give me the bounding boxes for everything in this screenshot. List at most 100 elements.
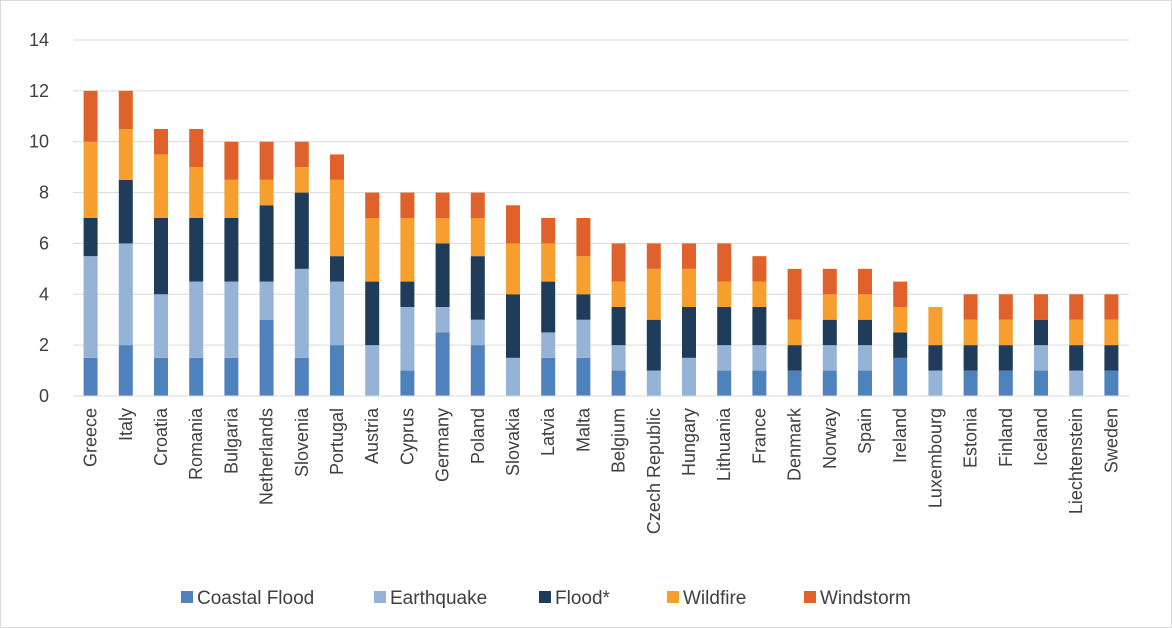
bar-segment: [1104, 345, 1119, 371]
y-tick-label: 14: [29, 30, 49, 50]
bar-segment: [858, 319, 872, 346]
bar-segment: [330, 345, 344, 396]
bar-segment: [822, 345, 837, 371]
bar-segment: [717, 243, 732, 282]
bars: [83, 90, 1119, 396]
bar-segment: [611, 307, 626, 346]
x-tick-label: Latvia: [538, 407, 558, 456]
bar-segment: [400, 307, 415, 371]
legend-label: Windstorm: [820, 588, 911, 609]
bar-segment: [541, 357, 556, 396]
legend-swatch: [667, 591, 679, 603]
bar-segment: [154, 218, 168, 295]
x-tick-label: Greece: [81, 408, 101, 467]
y-tick-label: 2: [39, 335, 49, 355]
bar-segment: [189, 218, 204, 282]
bar-segment: [470, 192, 485, 218]
bar-segment: [1069, 294, 1084, 320]
bar-segment: [752, 256, 767, 282]
bar-segment: [963, 370, 978, 396]
bar-segment: [1069, 345, 1084, 371]
bar-segment: [400, 281, 415, 307]
bar-segment: [646, 319, 661, 371]
bar-segment: [576, 256, 591, 295]
bar-segment: [435, 243, 450, 307]
bar-segment: [118, 129, 133, 180]
bar-segment: [330, 179, 344, 257]
bar-segment: [1104, 370, 1119, 396]
bar-segment: [611, 281, 626, 307]
bar-segment: [1034, 345, 1048, 371]
bar-segment: [928, 370, 943, 396]
bar-segment: [365, 281, 380, 346]
legend-swatch: [804, 591, 816, 603]
x-tick-label: France: [749, 408, 769, 464]
bar-segment: [1034, 294, 1048, 320]
bar-segment: [154, 294, 168, 358]
x-tick-label: Iceland: [1031, 408, 1051, 466]
bar-segment: [506, 243, 520, 295]
x-tick-label: Malta: [573, 407, 593, 452]
x-tick-label: Norway: [820, 408, 840, 469]
y-tick-label: 12: [29, 81, 49, 101]
bar-segment: [646, 243, 661, 269]
bar-segment: [435, 307, 450, 333]
bar-segment: [858, 345, 872, 371]
bar-segment: [259, 179, 274, 206]
legend-swatch: [374, 591, 386, 603]
bar-segment: [963, 319, 978, 346]
bar-segment: [294, 167, 309, 193]
x-tick-label: Slovakia: [503, 407, 523, 476]
y-tick-label: 10: [29, 132, 49, 152]
x-tick-label: Sweden: [1101, 408, 1121, 473]
bar-segment: [787, 370, 802, 396]
bar-segment: [365, 192, 380, 218]
bar-segment: [717, 307, 732, 346]
bar-segment: [998, 370, 1013, 396]
bar-segment: [822, 370, 837, 396]
bar-segment: [822, 319, 837, 346]
bar-segment: [1034, 370, 1048, 396]
bar-segment: [83, 357, 98, 396]
x-tick-label: Liechtenstein: [1066, 408, 1086, 514]
bar-segment: [717, 345, 732, 371]
legend-label: Earthquake: [390, 588, 487, 609]
bar-segment: [682, 243, 696, 269]
bar-segment: [752, 307, 767, 346]
bar-segment: [682, 357, 696, 396]
bar-segment: [682, 307, 696, 358]
bar-segment: [928, 307, 943, 346]
bar-segment: [470, 218, 485, 257]
bar-segment: [998, 345, 1013, 371]
bar-segment: [646, 370, 661, 396]
x-tick-label: Poland: [468, 408, 488, 464]
bar-segment: [928, 345, 943, 371]
bar-segment: [858, 370, 872, 396]
bar-segment: [365, 345, 380, 396]
bar-segment: [893, 332, 908, 358]
gridlines: [73, 39, 1129, 346]
bar-segment: [822, 294, 837, 320]
bar-segment: [646, 268, 661, 320]
bar-segment: [294, 357, 309, 396]
x-tick-label: Austria: [362, 407, 382, 464]
bar-segment: [998, 294, 1013, 320]
x-tick-label: Belgium: [609, 408, 629, 473]
bar-segment: [541, 218, 556, 244]
bar-segment: [752, 281, 767, 307]
bar-segment: [259, 141, 274, 180]
x-tick-label: Czech Republic: [644, 408, 664, 534]
y-axis-ticks: 0 2 4 6 8 10 12 14: [29, 30, 49, 406]
legend-label: Flood*: [555, 588, 611, 609]
bar-segment: [118, 90, 133, 129]
bar-segment: [435, 218, 450, 244]
x-tick-label: Slovenia: [292, 407, 312, 477]
bar-segment: [752, 370, 767, 396]
x-tick-label: Bulgaria: [221, 407, 241, 474]
bar-segment: [189, 129, 204, 168]
bar-segment: [224, 281, 239, 358]
legend-swatch: [539, 591, 551, 603]
x-tick-label: Estonia: [961, 407, 981, 468]
bar-segment: [400, 218, 415, 282]
